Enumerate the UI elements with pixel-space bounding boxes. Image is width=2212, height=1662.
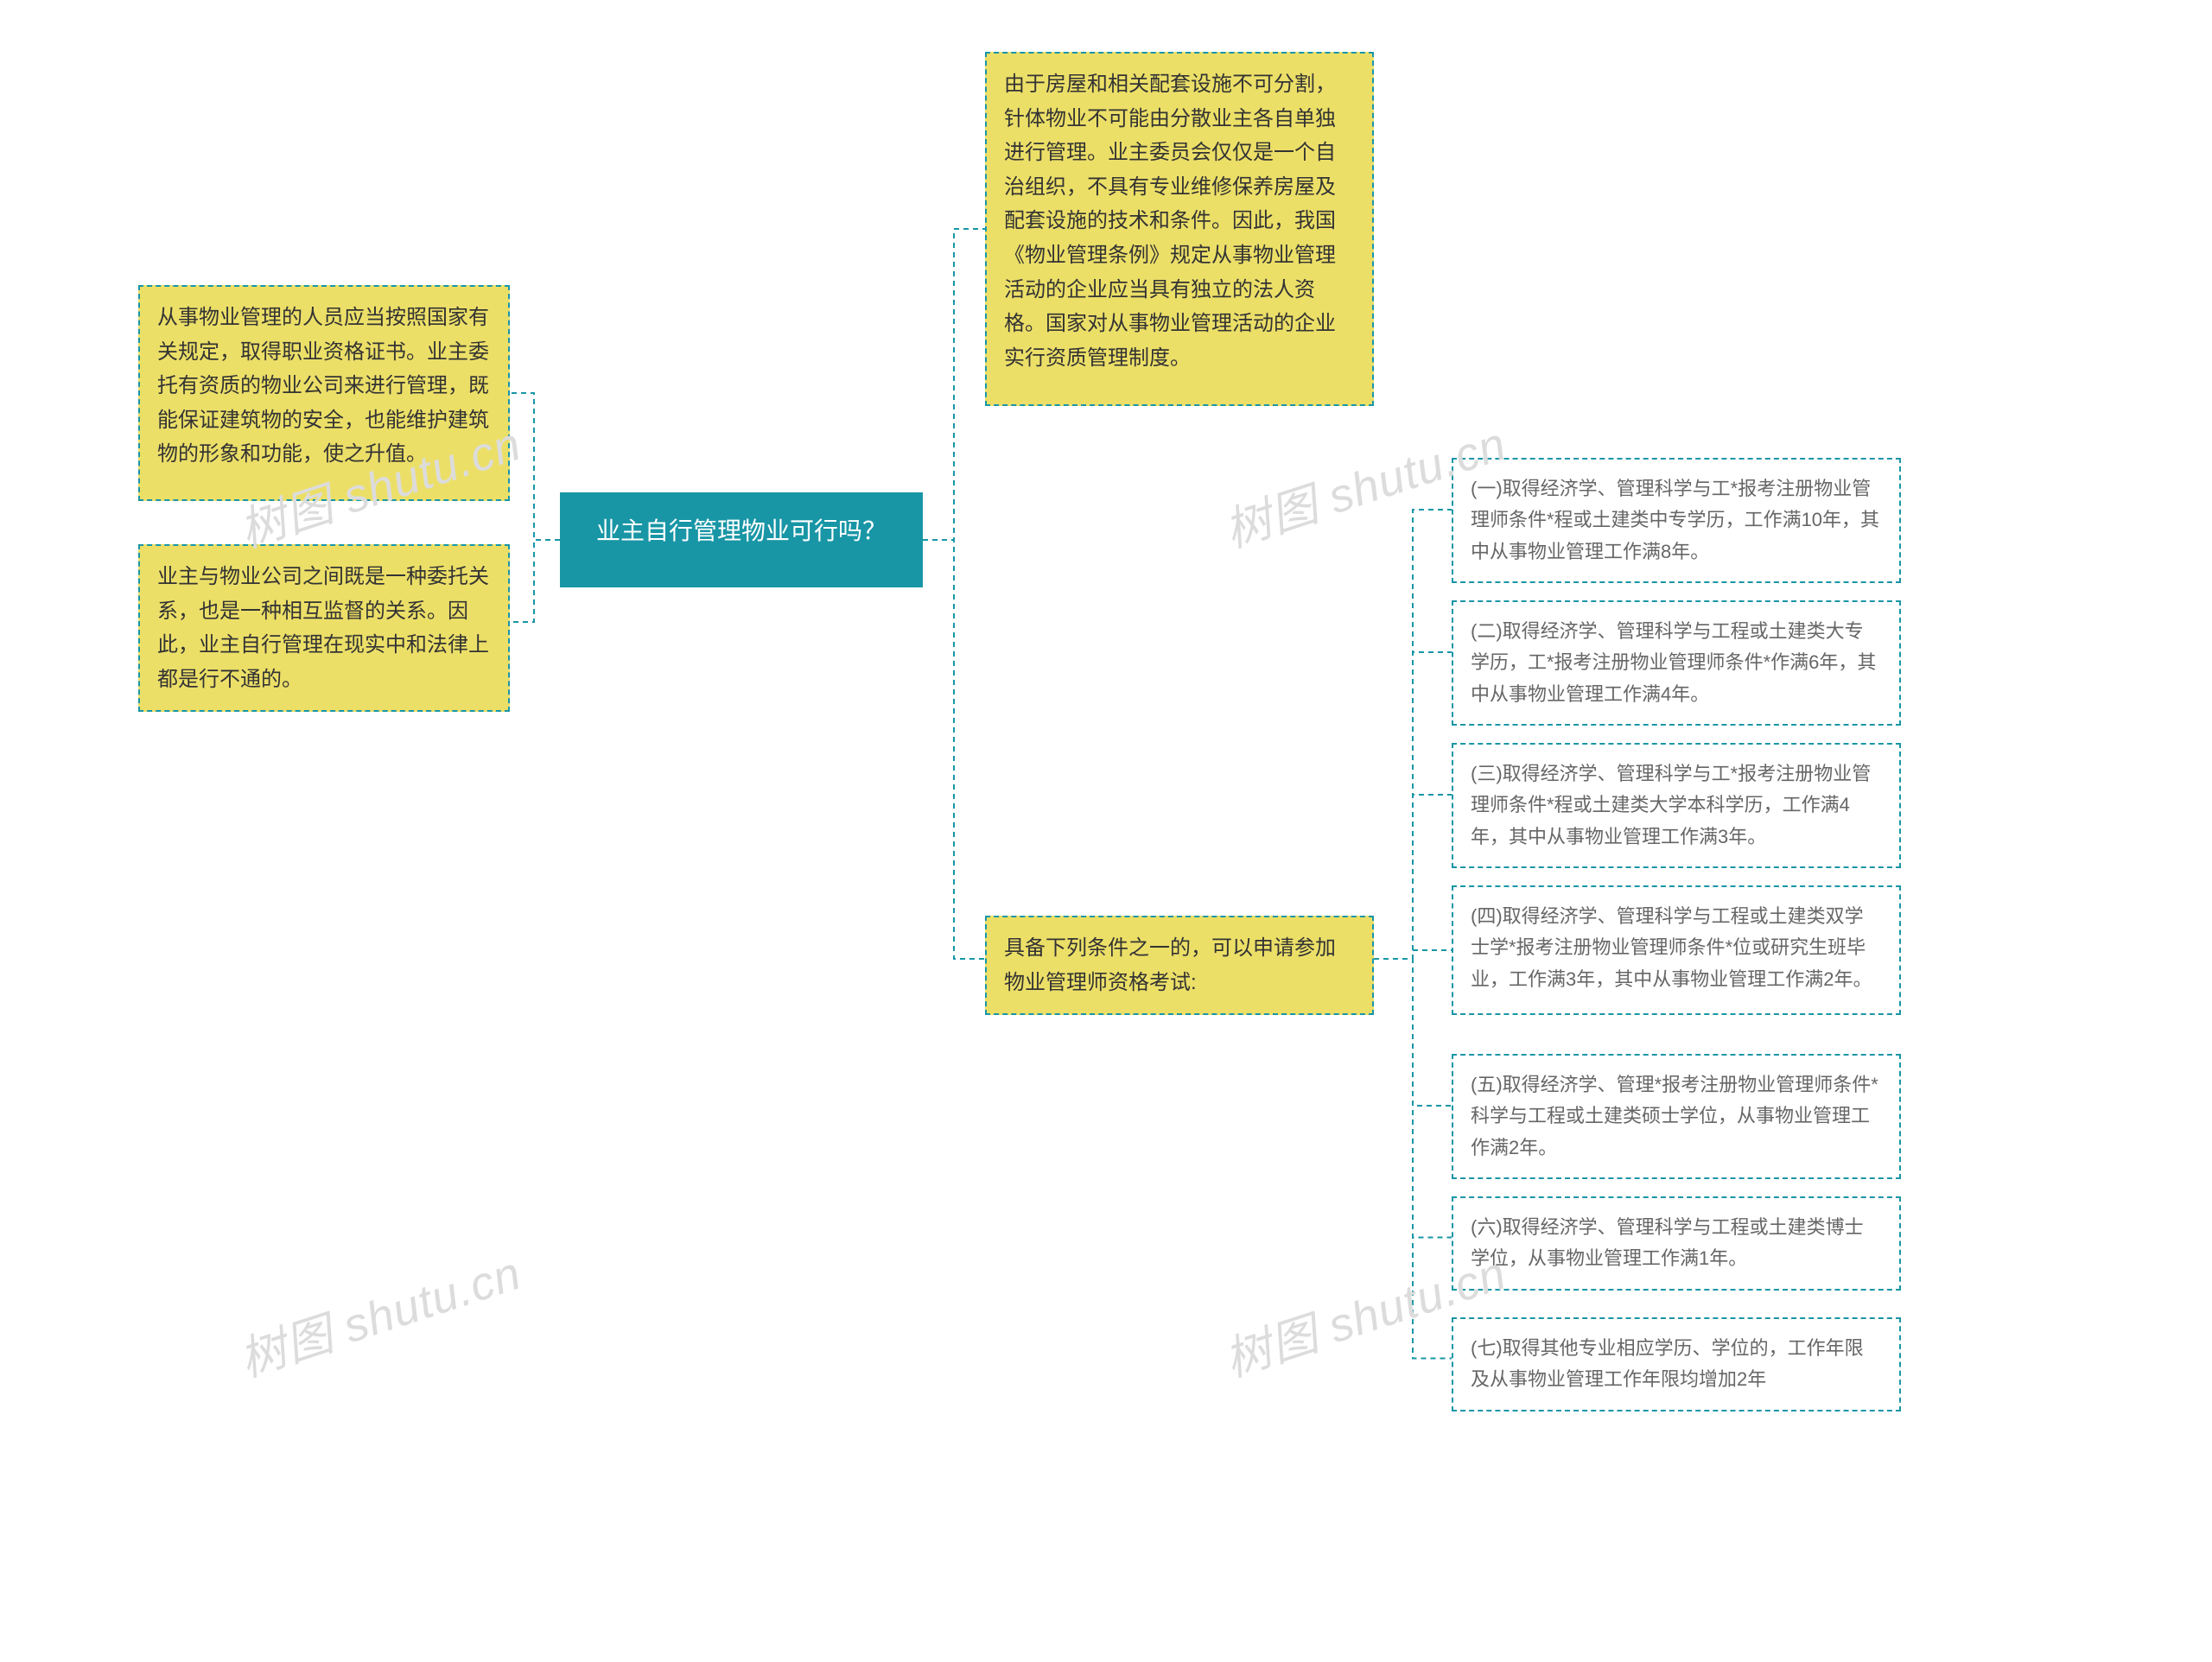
sub-node-text: (一)取得经济学、管理科学与工*报考注册物业管理师条件*程或土建类中专学历，工作… (1471, 478, 1879, 562)
sub-node-1: (一)取得经济学、管理科学与工*报考注册物业管理师条件*程或土建类中专学历，工作… (1452, 458, 1901, 583)
sub-node-text: (六)取得经济学、管理科学与工程或土建类博士学位，从事物业管理工作满1年。 (1471, 1216, 1864, 1269)
left-node-1: 从事物业管理的人员应当按照国家有关规定，取得职业资格证书。业主委托有资质的物业公… (138, 285, 510, 501)
sub-node-2: (二)取得经济学、管理科学与工程或土建类大专学历，工*报考注册物业管理师条件*作… (1452, 600, 1901, 726)
left-node-text: 业主与物业公司之间既是一种委托关系，也是一种相互监督的关系。因此，业主自行管理在… (157, 565, 489, 691)
sub-node-text: (四)取得经济学、管理科学与工程或土建类双学士学*报考注册物业管理师条件*位或研… (1471, 905, 1872, 990)
center-text: 业主自行管理物业可行吗？ (596, 517, 887, 544)
left-node-text: 从事物业管理的人员应当按照国家有关规定，取得职业资格证书。业主委托有资质的物业公… (157, 306, 489, 466)
sub-node-7: (七)取得其他专业相应学历、学位的，工作年限及从事物业管理工作年限均增加2年 (1452, 1317, 1901, 1411)
sub-node-5: (五)取得经济学、管理*报考注册物业管理师条件*科学与工程或土建类硕士学位，从事… (1452, 1054, 1901, 1179)
center-node: 业主自行管理物业可行吗？ (560, 492, 923, 587)
sub-node-3: (三)取得经济学、管理科学与工*报考注册物业管理师条件*程或土建类大学本科学历，… (1452, 743, 1901, 868)
right-node-1: 由于房屋和相关配套设施不可分割，针体物业不可能由分散业主各自单独进行管理。业主委… (985, 52, 1374, 406)
sub-node-text: (五)取得经济学、管理*报考注册物业管理师条件*科学与工程或土建类硕士学位，从事… (1471, 1074, 1878, 1158)
right-node-2: 具备下列条件之一的，可以申请参加物业管理师资格考试: (985, 916, 1374, 1015)
sub-node-text: (三)取得经济学、管理科学与工*报考注册物业管理师条件*程或土建类大学本科学历，… (1471, 763, 1871, 847)
watermark: 树图 shutu.cn (230, 1234, 529, 1390)
right-node-text: 具备下列条件之一的，可以申请参加物业管理师资格考试: (1004, 936, 1336, 994)
sub-node-text: (二)取得经济学、管理科学与工程或土建类大专学历，工*报考注册物业管理师条件*作… (1471, 620, 1876, 705)
sub-node-6: (六)取得经济学、管理科学与工程或土建类博士学位，从事物业管理工作满1年。 (1452, 1196, 1901, 1291)
sub-node-text: (七)取得其他专业相应学历、学位的，工作年限及从事物业管理工作年限均增加2年 (1471, 1337, 1864, 1390)
sub-node-4: (四)取得经济学、管理科学与工程或土建类双学士学*报考注册物业管理师条件*位或研… (1452, 885, 1901, 1015)
right-node-text: 由于房屋和相关配套设施不可分割，针体物业不可能由分散业主各自单独进行管理。业主委… (1004, 73, 1336, 370)
left-node-2: 业主与物业公司之间既是一种委托关系，也是一种相互监督的关系。因此，业主自行管理在… (138, 544, 510, 712)
